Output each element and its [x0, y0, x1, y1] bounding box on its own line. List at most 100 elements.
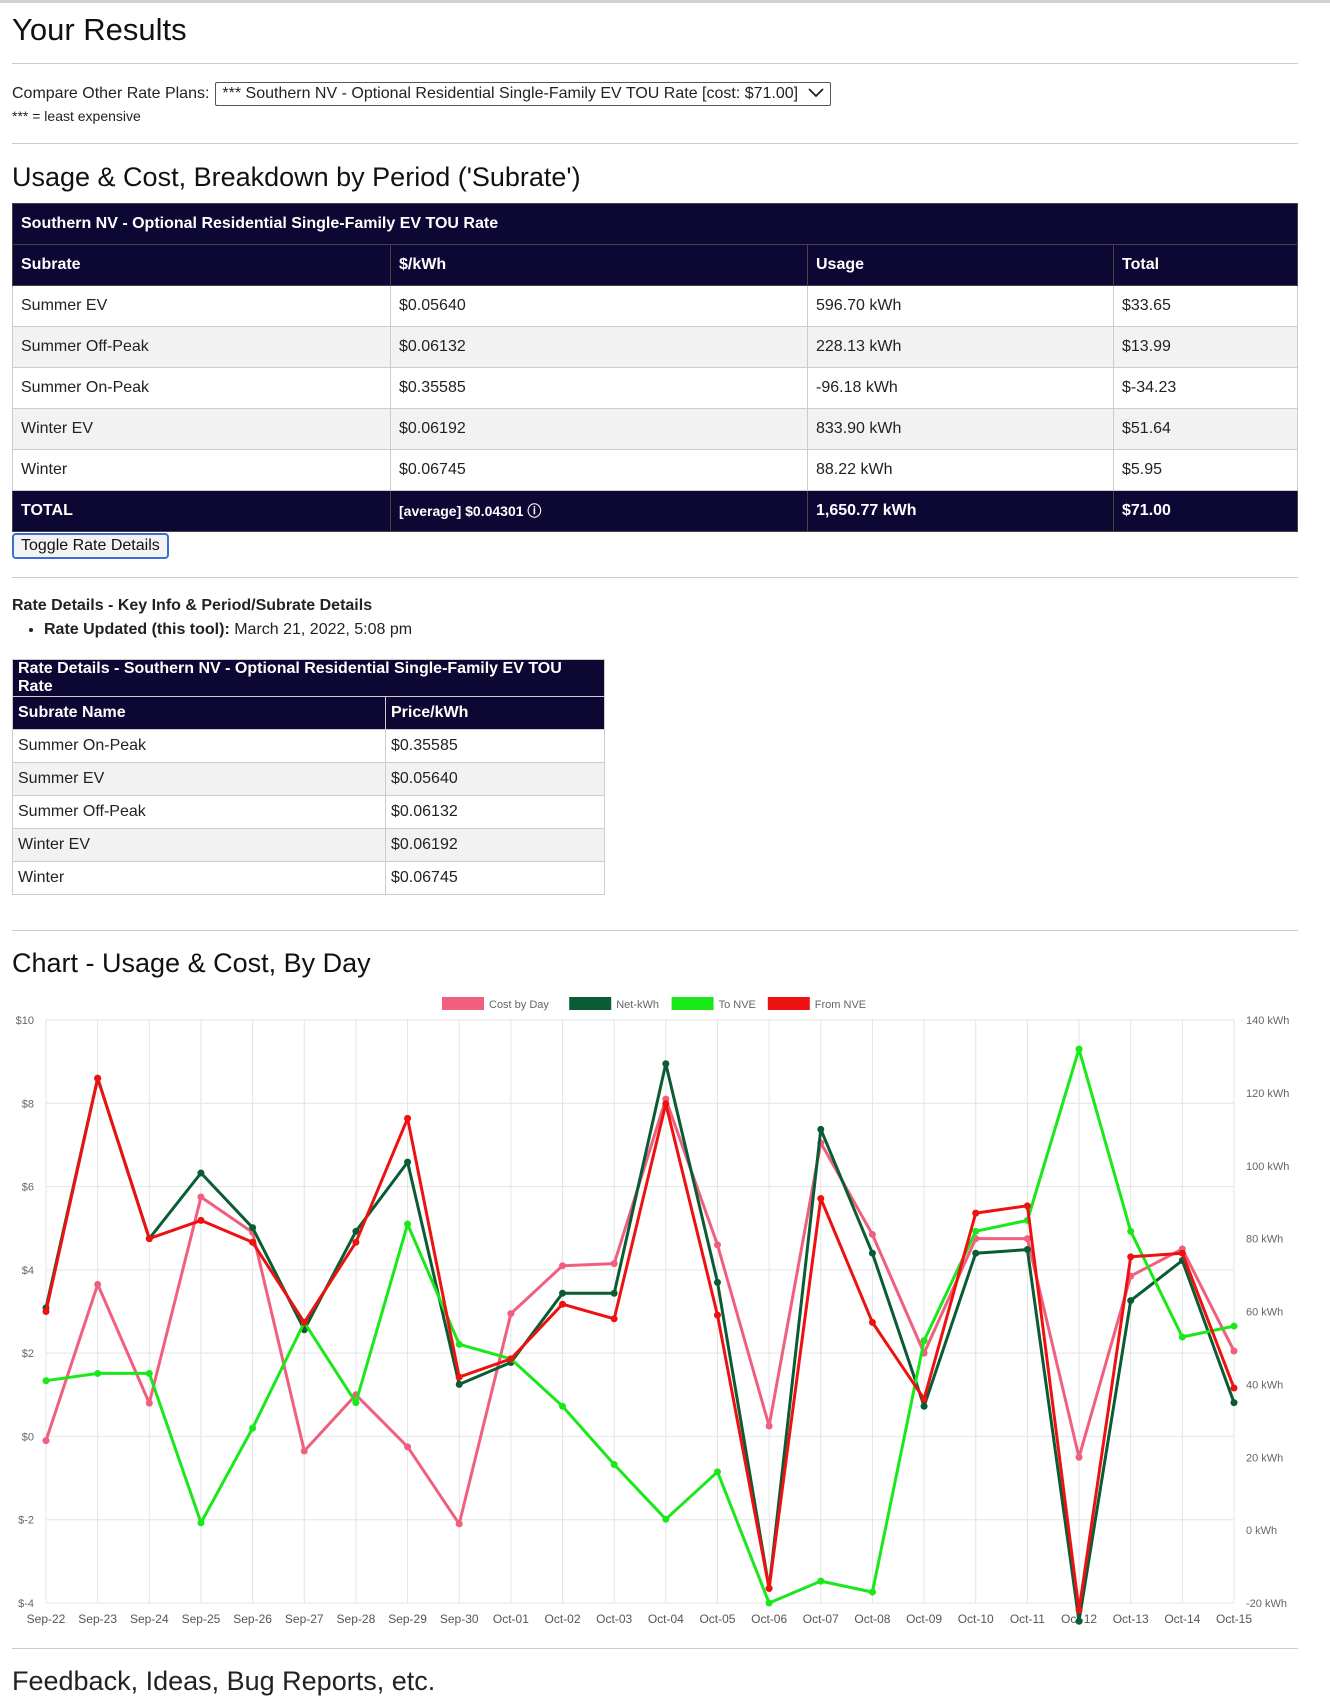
- data-point: [920, 1402, 928, 1410]
- average-rate[interactable]: [average] $0.04301 ⓘ: [390, 490, 808, 532]
- column-header: Subrate: [12, 244, 391, 286]
- table-row: Summer Off-Peak $0.06132: [12, 795, 605, 829]
- data-point: [1023, 1235, 1031, 1243]
- x-tick-label: Oct-05: [699, 1612, 735, 1626]
- x-tick-label: Oct-04: [648, 1612, 684, 1626]
- table-row: Summer Off-Peak $0.06132 228.13 kWh $13.…: [12, 326, 1298, 368]
- data-point: [610, 1289, 618, 1297]
- total-cost: $71.00: [1113, 490, 1298, 532]
- legend-swatch: [671, 997, 714, 1010]
- usage-cost-chart: $10 $8 $6 $4 $2 $0 $-2 $-4 140 kWh 120 kWh 100 kWh…: [16, 997, 1289, 1626]
- x-tick-label: Sep-28: [337, 1612, 376, 1626]
- y-left-tick-label: $-2: [18, 1515, 34, 1527]
- compare-label: Compare Other Rate Plans:: [12, 85, 210, 102]
- column-header: $/kWh: [390, 244, 808, 286]
- data-point: [920, 1395, 928, 1403]
- data-point: [559, 1402, 567, 1410]
- data-point: [352, 1227, 360, 1235]
- y-right-tick-label: 140 kWh: [1246, 1015, 1289, 1027]
- y-left-tick-label: $-4: [18, 1598, 34, 1610]
- table-cell: $0.06192: [385, 828, 605, 862]
- data-point: [1075, 1045, 1083, 1053]
- table-cell: Summer On-Peak: [12, 367, 391, 409]
- legend-swatch: [569, 997, 612, 1010]
- data-point: [610, 1461, 618, 1469]
- y-right-tick-label: 80 kWh: [1246, 1234, 1283, 1246]
- table-row: Summer On-Peak $0.35585 -96.18 kWh $-34.…: [12, 367, 1298, 409]
- table-cell: $0.06132: [385, 795, 605, 829]
- y-right-tick-label: 40 kWh: [1246, 1379, 1283, 1391]
- data-point: [352, 1238, 360, 1246]
- table-row: Summer EV $0.05640: [12, 762, 605, 796]
- data-point: [455, 1520, 463, 1528]
- table-cell: Summer On-Peak: [12, 729, 386, 763]
- data-point: [765, 1584, 773, 1592]
- data-point: [1023, 1246, 1031, 1254]
- table-cell: 88.22 kWh: [807, 449, 1114, 491]
- data-point: [713, 1468, 721, 1476]
- column-header: Price/kWh: [385, 696, 605, 730]
- data-point: [662, 1515, 670, 1523]
- table-header-row: Subrate $/kWh Usage Total: [12, 244, 1298, 286]
- data-point: [507, 1310, 515, 1318]
- data-point: [559, 1300, 567, 1308]
- data-point: [610, 1315, 618, 1323]
- data-point: [559, 1289, 567, 1297]
- data-point: [42, 1377, 50, 1385]
- x-tick-label: Sep-24: [130, 1612, 169, 1626]
- table-cell: Winter: [12, 449, 391, 491]
- legend-label: Net-kWh: [616, 999, 659, 1011]
- table-cell: Winter EV: [12, 828, 386, 862]
- data-point: [1230, 1322, 1238, 1330]
- x-tick-label: Oct-03: [596, 1612, 632, 1626]
- x-tick-label: Sep-25: [182, 1612, 221, 1626]
- y-left-tick-label: $0: [22, 1431, 34, 1443]
- y-left-tick-label: $2: [22, 1348, 34, 1360]
- table-cell: $0.06745: [390, 449, 808, 491]
- table-cell: $0.06192: [390, 408, 808, 450]
- data-point: [1075, 1617, 1083, 1625]
- x-tick-label: Oct-14: [1164, 1612, 1200, 1626]
- data-point: [145, 1235, 153, 1243]
- table-cell: $0.06745: [385, 861, 605, 895]
- data-point: [817, 1195, 825, 1203]
- rate-details-table: Rate Details - Southern NV - Optional Re…: [12, 659, 605, 895]
- total-row: TOTAL [average] $0.04301 ⓘ 1,650.77 kWh …: [12, 490, 1298, 532]
- page-title: Your Results: [12, 12, 187, 47]
- table-header-row: Subrate Name Price/kWh: [12, 696, 605, 730]
- data-point: [972, 1227, 980, 1235]
- divider: [12, 1648, 1298, 1649]
- compare-row: Compare Other Rate Plans: *** Southern N…: [12, 82, 832, 106]
- table-caption: Southern NV - Optional Residential Singl…: [12, 203, 1298, 245]
- total-usage: 1,650.77 kWh: [807, 490, 1114, 532]
- y-right-tick-label: -20 kWh: [1246, 1598, 1287, 1610]
- series-line: [45, 1047, 1235, 1605]
- table-row: Winter EV $0.06192 833.90 kWh $51.64: [12, 408, 1298, 450]
- divider: [12, 577, 1298, 578]
- table-caption: Rate Details - Southern NV - Optional Re…: [12, 659, 605, 697]
- divider: [12, 930, 1298, 931]
- data-point: [868, 1318, 876, 1326]
- total-label: TOTAL: [12, 490, 391, 532]
- data-point: [300, 1447, 308, 1455]
- toggle-rate-details-button[interactable]: Toggle Rate Details: [12, 533, 169, 559]
- data-point: [352, 1399, 360, 1407]
- x-tick-label: Oct-10: [958, 1612, 994, 1626]
- y-right-tick-label: 0 kWh: [1246, 1525, 1277, 1537]
- rate-plan-select-value: *** Southern NV - Optional Residential S…: [222, 85, 799, 102]
- rate-plan-select[interactable]: *** Southern NV - Optional Residential S…: [215, 82, 832, 106]
- table-cell: $0.06132: [390, 326, 808, 368]
- top-border: [0, 0, 1330, 3]
- data-point: [404, 1220, 412, 1228]
- rate-updated-value: March 21, 2022, 5:08 pm: [229, 621, 413, 638]
- x-tick-label: Oct-08: [854, 1612, 890, 1626]
- data-point: [249, 1424, 257, 1432]
- divider: [12, 143, 1298, 144]
- data-point: [868, 1588, 876, 1596]
- y-left-tick-label: $10: [16, 1015, 34, 1027]
- table-cell: Summer Off-Peak: [12, 326, 391, 368]
- y-right-tick-label: 100 kWh: [1246, 1161, 1289, 1173]
- chart-section-title: Chart - Usage & Cost, By Day: [12, 948, 371, 978]
- legend-swatch: [442, 997, 484, 1010]
- data-point: [1127, 1253, 1135, 1261]
